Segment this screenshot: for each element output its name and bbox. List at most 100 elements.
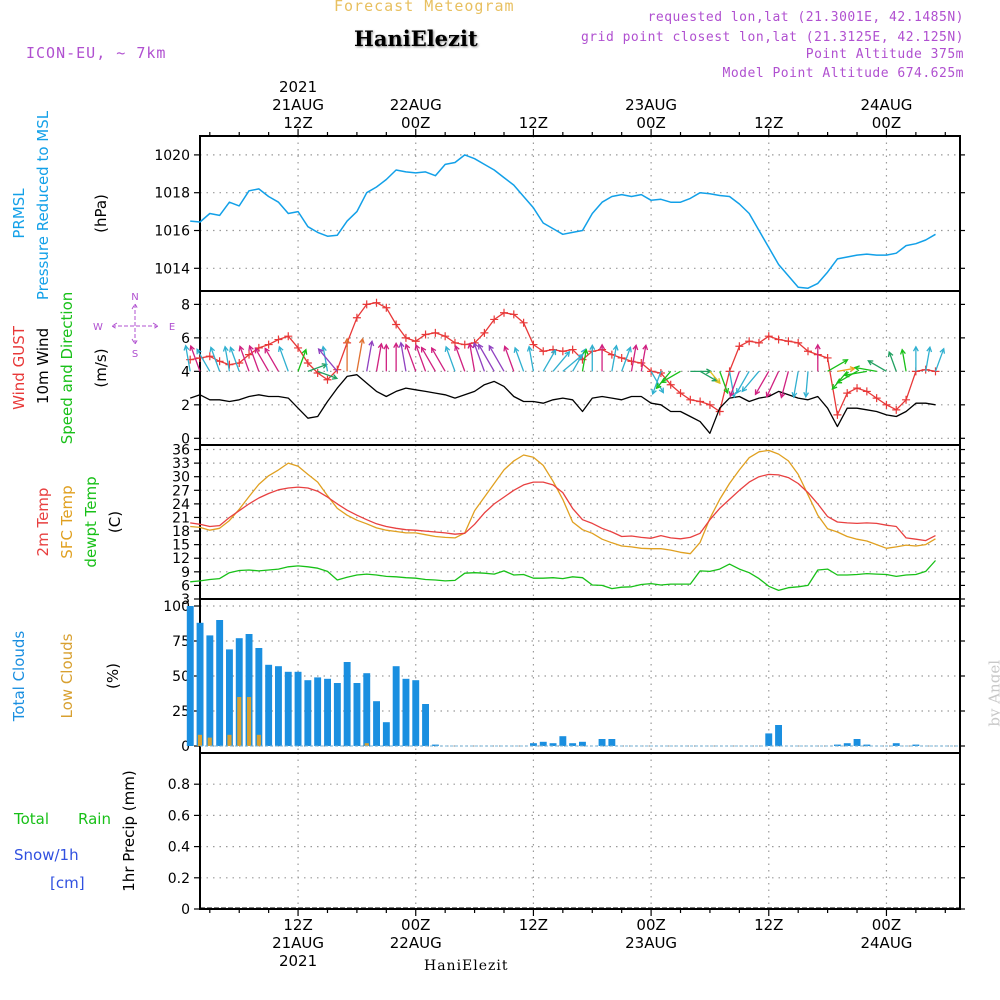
wind-direction-arrow-head — [706, 368, 713, 375]
time-label-bottom: 00Z — [636, 916, 665, 934]
wind-gust-marker — [774, 335, 783, 344]
wind-direction-arrow — [297, 349, 307, 372]
wind-gust-marker — [705, 400, 714, 409]
wind-direction-arrow-head — [626, 346, 632, 353]
total-cloud-bar — [373, 701, 380, 746]
y-tick-label: 24 — [172, 497, 190, 513]
wind-direction-arrow-head — [513, 346, 520, 353]
time-label-top: 12Z — [519, 114, 548, 132]
wind-direction-arrow-head — [867, 360, 874, 366]
wind-direction-arrow — [925, 347, 931, 372]
wind-direction-arrow-head — [853, 365, 860, 372]
wind-direction-arrow — [542, 349, 557, 372]
y-tick-label: 30 — [172, 470, 190, 486]
low-cloud-bar — [207, 737, 212, 746]
total-cloud-bar — [775, 725, 782, 746]
compass-rose: N W E S — [93, 292, 175, 360]
wind-direction-arrow-head — [849, 366, 857, 372]
total-cloud-bar — [186, 606, 194, 746]
total-cloud-bar — [235, 638, 243, 746]
pressure-ylabel-line: PRMSL — [10, 188, 28, 239]
compass-north-label: N — [131, 292, 138, 303]
total-cloud-bar — [853, 739, 861, 746]
wind-direction-arrow — [844, 370, 867, 376]
wind-gust-marker — [833, 410, 842, 419]
y-tick-label: 100 — [163, 599, 190, 615]
temp-2m-line — [190, 473, 936, 542]
wind-direction-arrow-head — [420, 346, 427, 353]
wind-gust-marker — [872, 394, 881, 403]
time-label-bottom: 23AUG — [625, 934, 677, 952]
time-label-bottom: 24AUG — [860, 934, 912, 952]
wind-direction-arrow-head — [741, 386, 748, 393]
time-label-top: 21AUG — [272, 96, 324, 114]
wind-direction-arrow — [888, 351, 897, 372]
wind-direction-arrow — [248, 345, 260, 372]
wind-direction-arrow — [709, 370, 721, 384]
wind-direction-arrow-head — [655, 383, 662, 390]
time-label-bottom: 22AUG — [390, 934, 442, 952]
wind-gust-marker — [794, 338, 803, 347]
wind-direction-arrow-head — [238, 345, 245, 352]
wind-direction-arrow — [719, 371, 729, 394]
total-cloud-bar — [765, 733, 773, 746]
wind-direction-arrow — [766, 371, 780, 397]
wind-direction-arrow-head — [301, 348, 308, 355]
wind-direction-arrow — [652, 371, 662, 395]
precip-ylabel-text: 1hr Precip (mm) — [120, 770, 138, 891]
wind-gust-marker — [843, 389, 852, 398]
time-label-top: 00Z — [872, 114, 901, 132]
wind-direction-arrow-head — [277, 345, 284, 353]
wind-gust-marker — [686, 395, 695, 404]
wind-gust-marker — [284, 332, 293, 341]
y-tick-label: 1016 — [154, 224, 190, 240]
total-cloud-bar — [353, 683, 361, 746]
model-point-altitude: Model Point Altitude 674.625m — [722, 66, 964, 81]
wind-gust-marker — [490, 315, 499, 324]
grid-coords: grid point closest lon,lat (21.3125E, 42… — [580, 30, 964, 45]
time-label-top: 00Z — [636, 114, 665, 132]
wind-direction-arrow — [415, 344, 427, 372]
total-cloud-bar — [549, 743, 557, 746]
cloud-ylabel: Total Clouds Low Clouds (%) — [10, 631, 122, 723]
wind-direction-arrow-head — [887, 350, 894, 358]
wind-direction-arrow — [504, 346, 515, 372]
wind-gust-marker — [205, 352, 214, 361]
wind-direction-arrow — [780, 371, 790, 398]
wind-direction-arrow-head — [926, 345, 933, 353]
time-label-top: 12Z — [283, 114, 312, 132]
y-tick-label: 21 — [172, 510, 190, 526]
total-cloud-bar — [892, 743, 900, 746]
pressure-ylabel-line: Pressure Reduced to MSL — [34, 110, 52, 300]
wind-direction-arrow — [421, 347, 436, 372]
y-tick-label: 50 — [172, 669, 190, 685]
temp-ylabel-dewpt: dewpt Temp — [82, 476, 100, 567]
total-cloud-bar — [324, 678, 331, 746]
wind-direction-arrow — [901, 349, 907, 372]
wind-gust-marker — [558, 347, 567, 356]
wind-gust-marker — [441, 332, 450, 341]
wind-gust-marker — [745, 337, 754, 346]
wind-direction-arrow — [514, 347, 525, 372]
wind-gust-marker — [892, 405, 901, 414]
wind-direction-arrow-head — [791, 391, 798, 399]
total-cloud-bar — [314, 677, 322, 746]
wind-direction-arrow-head — [728, 391, 735, 398]
total-cloud-bar — [539, 741, 547, 746]
y-tick-label: 6 — [181, 578, 190, 594]
total-cloud-bar — [216, 620, 224, 746]
y-tick-label: 1018 — [154, 186, 190, 202]
total-cloud-bar — [304, 680, 312, 746]
wind-direction-arrow-head — [444, 345, 451, 353]
cloud-ylabel-total: Total Clouds — [10, 631, 28, 723]
wind-gust-marker — [431, 328, 440, 337]
wind-gust-marker — [519, 318, 528, 327]
total-cloud-bar — [333, 683, 341, 746]
wind-direction-arrow — [405, 344, 417, 372]
wind-gust-marker — [509, 310, 518, 319]
wind-direction-arrow-head — [831, 383, 838, 391]
total-cloud-bar — [275, 666, 282, 746]
dewpoint-line — [190, 560, 936, 592]
wind-direction-arrow-head — [939, 347, 946, 354]
wind-direction-arrow-head — [393, 341, 400, 349]
